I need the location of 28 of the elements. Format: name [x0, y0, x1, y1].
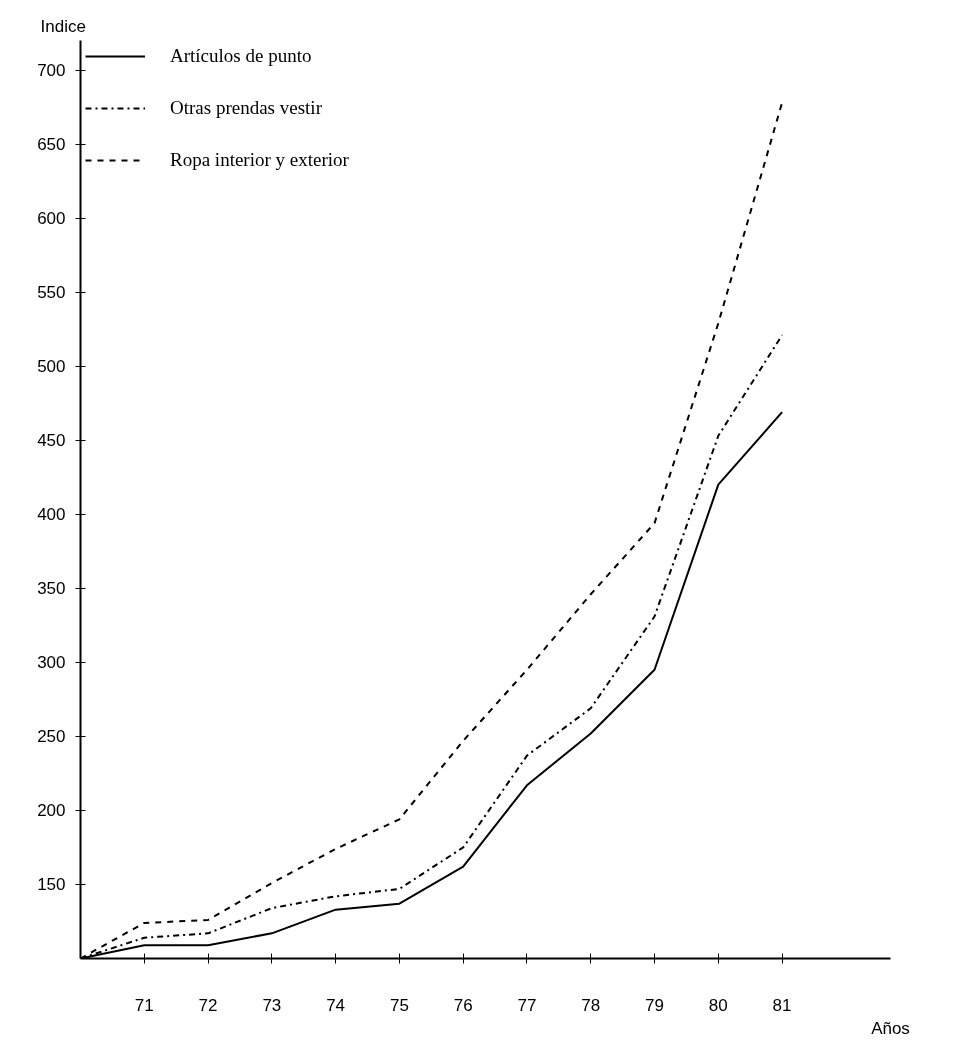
x-axis-title: Años [871, 1018, 910, 1038]
y-axis-title: Indice [40, 16, 86, 36]
y-tick-label: 500 [37, 357, 66, 377]
x-tick-label: 72 [198, 995, 218, 1015]
x-tick-label: 78 [581, 995, 601, 1015]
legend-label: Otras prendas vestir [170, 97, 322, 119]
y-tick-label: 600 [37, 209, 66, 229]
y-tick-label: 350 [37, 579, 66, 599]
x-tick-label: 75 [389, 995, 409, 1015]
x-tick-label: 76 [453, 995, 473, 1015]
y-tick-label: 650 [37, 135, 66, 155]
y-tick-label: 450 [37, 431, 66, 451]
x-tick-label: 79 [645, 995, 664, 1015]
y-tick-label: 150 [37, 875, 66, 895]
legend-label: Artículos de punto [170, 45, 312, 67]
x-tick-label: 73 [262, 995, 282, 1015]
y-tick-label: 700 [37, 61, 66, 81]
x-tick-label: 80 [708, 995, 728, 1015]
y-tick-label: 200 [37, 801, 66, 821]
y-tick-label: 250 [37, 727, 66, 747]
y-tick-label: 400 [37, 505, 66, 525]
x-tick-label: 81 [772, 995, 792, 1015]
y-tick-label: 300 [37, 653, 66, 673]
x-tick-label: 74 [326, 995, 346, 1015]
legend-label: Ropa interior y exterior [170, 149, 349, 171]
y-tick-label: 550 [37, 283, 66, 303]
x-tick-label: 77 [517, 995, 537, 1015]
x-tick-label: 71 [134, 995, 154, 1015]
